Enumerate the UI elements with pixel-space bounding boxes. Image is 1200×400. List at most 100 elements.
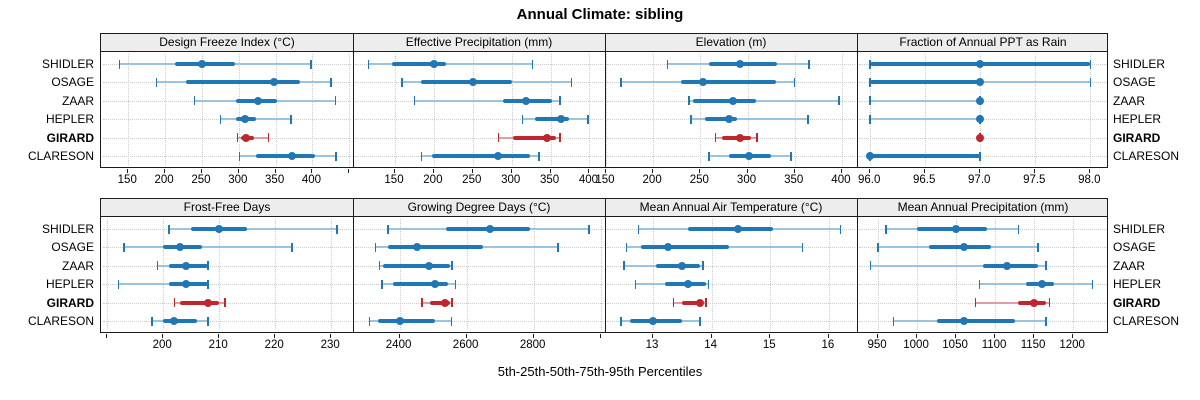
h-gridline xyxy=(355,321,603,322)
x-tick-label: 1000 xyxy=(903,339,929,351)
x-tick-label: 1200 xyxy=(1059,339,1085,351)
cap-5th xyxy=(869,261,871,271)
median-dot xyxy=(425,261,434,270)
x-tick-label: 1050 xyxy=(942,339,968,351)
cap-95th xyxy=(1045,261,1047,271)
x-tick xyxy=(840,169,842,173)
x-tick xyxy=(604,169,606,173)
x-tick-label: 2400 xyxy=(385,339,412,351)
v-gridline xyxy=(589,54,591,165)
x-tick xyxy=(432,169,434,173)
x-tick xyxy=(218,334,220,338)
median-dot xyxy=(242,133,251,142)
range-5th-95th xyxy=(123,246,292,249)
cap-5th xyxy=(634,279,637,289)
range-5th-95th xyxy=(414,99,560,102)
cap-5th xyxy=(637,224,640,234)
cap-5th xyxy=(708,151,710,161)
cap-5th xyxy=(625,242,628,252)
cap-95th xyxy=(588,224,590,234)
cap-95th xyxy=(451,261,453,271)
cap-5th xyxy=(714,133,717,143)
range-25th-75th xyxy=(870,80,981,85)
cap-5th xyxy=(869,114,871,124)
x-tick-label: 1150 xyxy=(1020,339,1046,351)
cap-95th xyxy=(454,279,457,289)
range-5th-95th xyxy=(368,63,533,65)
cap-95th xyxy=(1037,242,1039,252)
x-tick xyxy=(877,334,879,338)
v-gridline xyxy=(770,219,772,330)
x-tick xyxy=(1033,334,1035,338)
cap-95th xyxy=(587,114,589,124)
cap-5th xyxy=(413,96,416,106)
v-gridline xyxy=(841,54,843,165)
x-tick-label: 15 xyxy=(762,339,776,351)
x-tick-label: 98.0 xyxy=(1078,174,1101,186)
x-tick-label: 400 xyxy=(301,174,322,186)
v-gridline xyxy=(275,219,277,330)
cap-5th xyxy=(623,261,625,271)
station-label-right-zaar: ZAAR xyxy=(1113,258,1146,273)
range-25th-75th xyxy=(429,300,450,305)
cap-5th xyxy=(521,114,524,124)
cap-95th xyxy=(790,151,792,161)
station-label-right-hepler: HEPLER xyxy=(1113,112,1162,127)
median-dot xyxy=(181,280,190,289)
x-tick-label: 300 xyxy=(228,174,248,186)
panel-design-freeze-index-c xyxy=(101,52,353,167)
x-tick xyxy=(769,334,771,338)
cap-95th xyxy=(336,224,338,234)
station-label-right-zaar: ZAAR xyxy=(1113,93,1146,108)
panel-growing-degree-days-c xyxy=(353,217,605,332)
cap-5th xyxy=(168,224,170,234)
x-tick-label: 150 xyxy=(384,174,404,186)
cap-5th xyxy=(367,59,370,69)
x-tick xyxy=(1089,169,1091,173)
x-tick-label: 350 xyxy=(265,174,285,186)
median-dot xyxy=(734,225,743,233)
cap-95th xyxy=(330,77,332,87)
h-gridline xyxy=(607,321,855,322)
range-5th-95th xyxy=(168,228,337,230)
v-gridline xyxy=(163,219,165,330)
h-gridline xyxy=(103,302,351,304)
median-dot xyxy=(1037,280,1046,289)
h-gridline xyxy=(859,156,1107,157)
v-gridline xyxy=(925,54,927,165)
x-tick-label: 2600 xyxy=(452,339,479,351)
cap-5th xyxy=(672,298,675,308)
cap-5th xyxy=(892,316,895,326)
cap-5th xyxy=(236,133,239,143)
median-dot xyxy=(270,78,279,87)
station-label-left-clareson: CLARESON xyxy=(27,149,94,163)
range-25th-75th xyxy=(513,135,556,140)
v-gridline xyxy=(1035,54,1037,165)
range-25th-75th xyxy=(392,282,449,287)
cap-95th xyxy=(559,133,561,143)
chart-title: Annual Climate: sibling xyxy=(516,6,684,23)
median-dot xyxy=(441,298,450,307)
range-25th-75th xyxy=(421,80,512,85)
v-gridline xyxy=(1073,219,1075,330)
x-tick-label: 300 xyxy=(501,174,521,186)
median-dot xyxy=(1030,298,1039,307)
v-gridline xyxy=(533,219,535,330)
v-gridline xyxy=(653,219,655,330)
median-dot xyxy=(976,60,985,68)
station-label-right-shidler: SHIDLER xyxy=(1113,57,1166,71)
x-tick xyxy=(746,169,748,173)
x-tick-label: 14 xyxy=(704,339,718,351)
v-gridline xyxy=(275,54,277,165)
range-5th-95th xyxy=(118,283,208,286)
x-tick xyxy=(162,334,164,338)
v-gridline xyxy=(433,54,435,165)
v-gridline xyxy=(165,54,167,165)
median-dot xyxy=(684,280,693,289)
range-25th-75th xyxy=(179,300,220,305)
x-tick xyxy=(699,169,701,173)
range-25th-75th xyxy=(705,117,738,122)
median-dot xyxy=(976,115,985,124)
cap-95th xyxy=(1091,279,1094,289)
